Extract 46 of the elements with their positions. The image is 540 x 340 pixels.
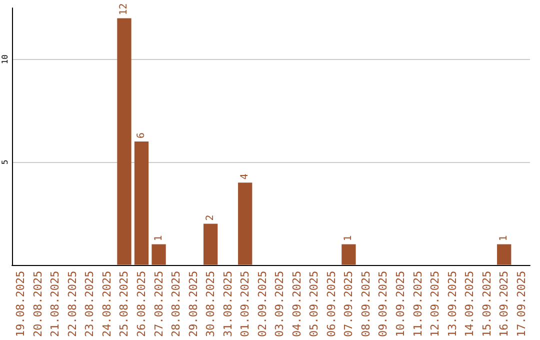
x-tick-label: 16.09.2025 — [498, 270, 511, 338]
x-tick-label: 21.08.2025 — [48, 270, 62, 338]
bar — [134, 142, 149, 265]
x-tick-label: 15.09.2025 — [480, 270, 494, 338]
x-tick-label: 28.08.2025 — [170, 270, 183, 338]
bar — [342, 244, 356, 265]
x-tick-label: 19.08.2025 — [14, 270, 28, 338]
data-label: 6 — [136, 132, 147, 139]
x-tick-label: 12.09.2025 — [428, 270, 442, 338]
x-tick-label: 27.08.2025 — [152, 270, 166, 338]
x-tick-label: 07.09.2025 — [342, 270, 356, 338]
data-label: 1 — [153, 235, 164, 242]
x-tick-label: 31.08.2025 — [221, 270, 234, 338]
x-tick-label: 23.08.2025 — [83, 270, 96, 338]
x-tick-label: 30.08.2025 — [204, 270, 218, 338]
bar — [497, 244, 512, 265]
data-label: 4 — [240, 174, 251, 180]
x-tick-label: 26.08.2025 — [135, 270, 148, 338]
x-tick-label: 22.08.2025 — [66, 270, 79, 338]
data-label: 1 — [498, 235, 510, 242]
bar — [238, 182, 252, 265]
x-tick-label: 09.09.2025 — [376, 270, 390, 338]
data-label: 2 — [205, 214, 216, 221]
x-tick-label: 20.08.2025 — [31, 270, 44, 338]
x-tick-label: 06.09.2025 — [324, 270, 338, 338]
x-tick-label: 25.08.2025 — [118, 270, 131, 338]
data-label: 12 — [118, 3, 130, 16]
x-tick-label: 08.09.2025 — [359, 270, 372, 338]
x-tick-label: 29.08.2025 — [186, 270, 200, 338]
x-tick-label: 05.09.2025 — [308, 270, 321, 338]
x-tick-label: 14.09.2025 — [463, 270, 476, 338]
bar — [152, 244, 166, 265]
y-tick-label: 10 — [0, 54, 10, 64]
x-tick-label: 11.09.2025 — [411, 270, 424, 338]
x-tick-label: 03.09.2025 — [273, 270, 286, 338]
y-tick-label: 5 — [0, 159, 10, 164]
x-tick-label: 01.09.2025 — [238, 270, 252, 338]
x-tick-label: 10.09.2025 — [394, 270, 407, 338]
bar — [117, 18, 132, 265]
x-tick-label: 04.09.2025 — [290, 270, 304, 338]
bar — [203, 224, 218, 265]
data-label: 1 — [343, 235, 354, 242]
x-tick-label: 24.08.2025 — [100, 270, 114, 338]
x-tick-label: 17.09.2025 — [514, 270, 528, 338]
x-tick-label: 13.09.2025 — [446, 270, 459, 338]
x-tick-label: 02.09.2025 — [256, 270, 269, 338]
